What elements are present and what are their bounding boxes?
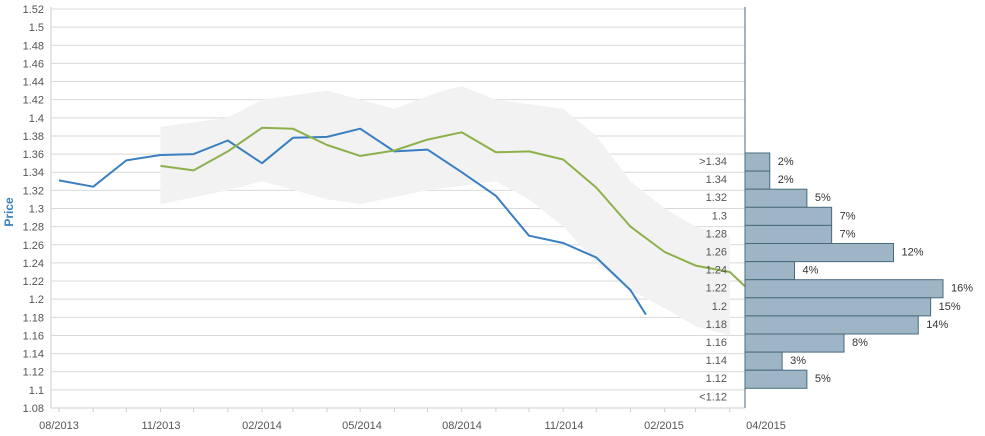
y-tick-label: 1.22	[23, 276, 44, 288]
series-lines	[58, 126, 746, 316]
x-tick-label: 08/2014	[442, 420, 482, 432]
histogram-bar	[744, 279, 944, 299]
y-tick-label: 1.26	[23, 240, 44, 252]
y-tick-label: 1.44	[23, 77, 44, 89]
histogram-bin-label: 1.22	[706, 283, 727, 295]
series-line-2	[160, 126, 746, 288]
y-tick-label: 1.2	[29, 294, 44, 306]
y-tick-label: 1.1	[29, 385, 44, 397]
y-tick-label: 1.48	[23, 40, 44, 52]
histogram-bin-label: 1.14	[706, 355, 727, 367]
x-tick-label: 05/2014	[342, 420, 382, 432]
histogram-pct-label: 15%	[939, 301, 961, 313]
y-tick-label: 1.46	[23, 58, 44, 70]
y-tick-label: 1.42	[23, 95, 44, 107]
histogram-pct-label: 12%	[902, 247, 924, 259]
y-tick-label: 1.24	[23, 258, 44, 270]
histogram-pct-label: 2%	[778, 174, 794, 186]
x-tick-label: 04/2015	[746, 420, 786, 432]
histogram-bar	[744, 170, 771, 190]
histogram-bar	[744, 152, 771, 172]
histogram-bar	[744, 315, 919, 335]
histogram-bin-label: 1.18	[706, 319, 727, 331]
y-tick-label: 1.36	[23, 149, 44, 161]
histogram-bin-label: 1.34	[706, 174, 727, 186]
histogram: >1.34 2% 1.34 2% 1.32 5% 1.3 7% 1.28 7% 1.26 12% 1.2…	[699, 152, 973, 403]
y-tick-label: 1.52	[23, 4, 44, 16]
x-tick-label: 11/2014	[545, 420, 584, 432]
histogram-bar	[744, 243, 894, 263]
histogram-pct-label: 14%	[926, 319, 948, 331]
histogram-pct-label: 2%	[778, 156, 794, 168]
forecast-band	[160, 86, 730, 336]
histogram-bin-label: 1.12	[706, 373, 727, 385]
x-tick-label: 08/2013	[39, 420, 79, 432]
histogram-bin-label: 1.32	[706, 192, 727, 204]
x-tick-label: 02/2014	[242, 420, 282, 432]
y-tick-label: 1.16	[23, 330, 44, 342]
x-tick-label: 02/2015	[644, 420, 684, 432]
histogram-bar	[744, 297, 932, 317]
histogram-pct-label: 7%	[840, 210, 856, 222]
y-tick-label: 1.08	[23, 403, 44, 415]
histogram-bar	[744, 369, 808, 389]
histogram-bin-label: >1.34	[699, 156, 727, 168]
y-tick-label: 1.3	[29, 204, 44, 216]
histogram-bin-label: 1.24	[706, 265, 727, 277]
histogram-bar	[744, 261, 795, 281]
y-tick-label: 1.14	[23, 349, 44, 361]
histogram-bar	[744, 351, 783, 371]
x-axis-ticks: 08/2013 11/2013 02/2014 05/2014 08/2014 11/20…	[39, 408, 786, 432]
series-line-1	[58, 127, 647, 316]
histogram-bar	[744, 333, 845, 353]
y-tick-label: 1.38	[23, 131, 44, 143]
histogram-pct-label: 16%	[951, 283, 973, 295]
histogram-bin-label: <1.12	[699, 391, 727, 403]
histogram-bar	[744, 224, 833, 244]
y-tick-label: 1.5	[29, 22, 44, 34]
y-tick-label: 1.4	[29, 113, 44, 125]
y-tick-label: 1.34	[23, 167, 44, 179]
histogram-bin-label: 1.2	[712, 301, 727, 313]
histogram-pct-label: 3%	[790, 355, 806, 367]
histogram-bin-label: 1.3	[712, 210, 727, 222]
y-tick-label: 1.32	[23, 185, 44, 197]
histogram-pct-label: 4%	[803, 265, 819, 277]
y-tick-label: 1.12	[23, 367, 44, 379]
x-tick-label: 11/2013	[142, 420, 181, 432]
histogram-bin-label: 1.26	[706, 247, 727, 259]
histogram-bin-label: 1.16	[706, 337, 727, 349]
y-axis-ticks: 1.08 1.1 1.12 1.14 1.16 1.18 1.2 1.22 1.24 1.26 1.…	[23, 4, 44, 415]
histogram-pct-label: 5%	[815, 192, 831, 204]
forecast-band-area	[160, 86, 730, 336]
histogram-pct-label: 7%	[840, 228, 856, 240]
y-tick-label: 1.28	[23, 222, 44, 234]
histogram-bin-label: 1.28	[706, 228, 727, 240]
histogram-pct-label: 5%	[815, 373, 831, 385]
y-tick-label: 1.18	[23, 312, 44, 324]
histogram-bar	[744, 206, 833, 226]
histogram-pct-label: 8%	[852, 337, 868, 349]
histogram-bar	[744, 188, 808, 208]
y-axis-label: Price	[2, 197, 16, 227]
